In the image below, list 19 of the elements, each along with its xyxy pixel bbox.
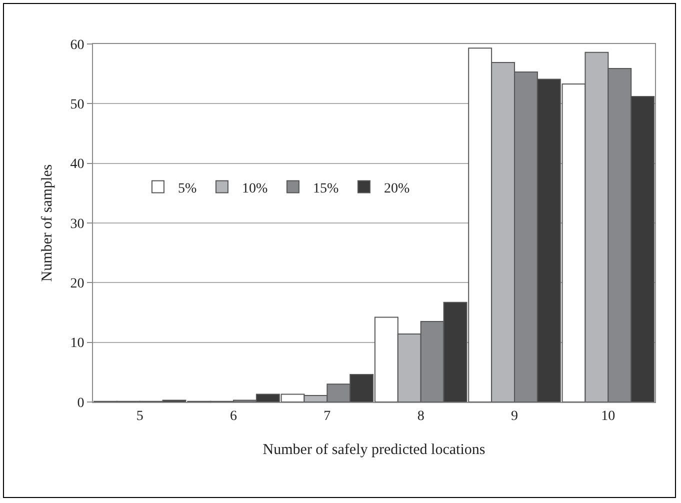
legend-label: 15% bbox=[312, 181, 339, 196]
y-tick-label: 10 bbox=[70, 336, 84, 352]
legend-label: 20% bbox=[384, 181, 410, 196]
x-tick-label: 6 bbox=[230, 408, 237, 424]
x-axis-title: Number of safely predicted locations bbox=[262, 442, 486, 458]
y-tick-label: 30 bbox=[70, 216, 84, 232]
y-tick-label: 20 bbox=[70, 276, 84, 292]
x-tick-label: 10 bbox=[601, 408, 616, 424]
y-axis-title: Number of samples bbox=[39, 164, 56, 282]
y-tick-label: 40 bbox=[70, 157, 84, 172]
y-tick-label: 0 bbox=[77, 396, 84, 411]
x-tick-label: 5 bbox=[136, 408, 144, 424]
y-tick-label: 60 bbox=[70, 38, 84, 53]
x-tick-label: 7 bbox=[324, 408, 331, 424]
legend-label: 10% bbox=[242, 181, 268, 196]
x-tick-label: 8 bbox=[417, 408, 424, 424]
legend-label: 5% bbox=[178, 181, 197, 196]
x-tick-label: 9 bbox=[511, 408, 518, 424]
y-tick-label: 50 bbox=[70, 98, 84, 113]
